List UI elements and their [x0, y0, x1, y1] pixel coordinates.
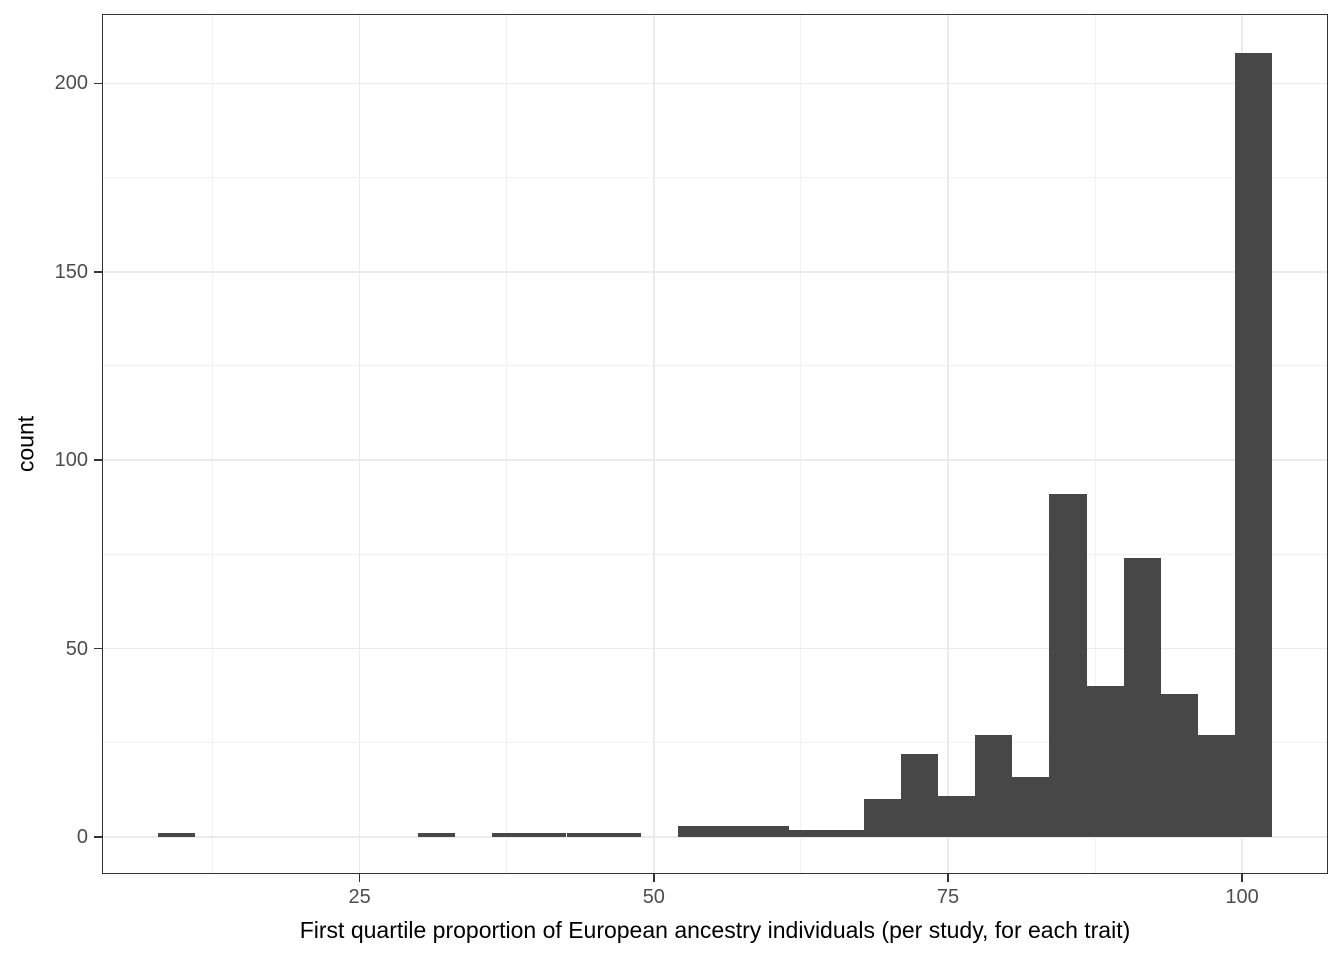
y-axis-title: count — [12, 415, 39, 473]
y-axis-tick-label: 150 — [54, 260, 88, 283]
y-axis-tick-mark — [94, 459, 102, 461]
gridline-major-horizontal — [102, 270, 1328, 273]
histogram-bar — [1160, 693, 1198, 838]
histogram-bar — [603, 833, 641, 838]
histogram-bar — [566, 833, 604, 838]
histogram-bar — [418, 833, 456, 838]
histogram-bar — [1123, 558, 1161, 838]
gridline-major-horizontal — [102, 459, 1328, 461]
gridline-minor-horizontal — [102, 742, 1328, 744]
gridline-major-vertical — [947, 14, 949, 874]
y-axis-tick-label: 50 — [65, 637, 88, 660]
histogram-bar — [1049, 494, 1087, 838]
histogram-bar — [158, 833, 196, 838]
histogram-bar — [975, 735, 1013, 838]
histogram-bar — [900, 754, 938, 838]
x-axis-tick-label: 75 — [936, 886, 960, 908]
gridline-minor-vertical — [1094, 14, 1096, 874]
histogram-bar — [789, 829, 827, 838]
gridline-minor-vertical — [800, 14, 802, 874]
gridline-major-vertical — [653, 14, 655, 874]
y-axis-tick-mark — [94, 82, 102, 85]
y-axis-tick-label: 100 — [54, 449, 88, 472]
gridline-minor-horizontal — [102, 365, 1328, 367]
histogram-bar — [529, 833, 567, 838]
y-axis-tick-mark — [94, 271, 102, 273]
gridline-major-horizontal — [102, 82, 1328, 85]
gridline-major-vertical — [358, 14, 361, 874]
gridline-major-horizontal — [102, 836, 1328, 838]
x-axis-tick-mark — [1241, 874, 1243, 882]
y-axis-tick-label: 0 — [76, 826, 88, 849]
x-axis-tick-mark — [358, 874, 361, 882]
gridline-major-horizontal — [102, 647, 1328, 650]
x-axis-tick-label: 100 — [1225, 886, 1259, 908]
y-axis-tick-mark — [94, 647, 102, 650]
histogram-bar — [863, 799, 901, 838]
x-axis-tick-label: 25 — [348, 886, 371, 908]
y-axis-tick-label: 200 — [54, 72, 88, 95]
histogram-bar — [492, 833, 530, 838]
gridline-minor-vertical — [212, 14, 214, 874]
histogram-bar — [937, 795, 976, 838]
gridline-minor-horizontal — [102, 553, 1328, 555]
histogram-bar — [1086, 686, 1124, 838]
histogram-bar — [677, 825, 716, 838]
histogram-bar — [1235, 53, 1273, 838]
histogram-bar — [1012, 776, 1050, 838]
y-axis-tick-mark — [94, 836, 102, 838]
gridline-minor-vertical — [506, 14, 508, 874]
x-axis-tick-label: 50 — [642, 886, 665, 908]
gridline-minor-horizontal — [102, 177, 1328, 179]
x-axis-tick-mark — [653, 874, 655, 882]
histogram-bar — [752, 825, 790, 838]
histogram-bar — [1197, 735, 1236, 838]
histogram-bar — [715, 825, 753, 838]
plot-panel — [102, 14, 1328, 874]
x-axis-title: First quartile proportion of European an… — [299, 917, 1131, 943]
x-axis-tick-mark — [947, 874, 949, 882]
histogram-bar — [826, 829, 864, 838]
